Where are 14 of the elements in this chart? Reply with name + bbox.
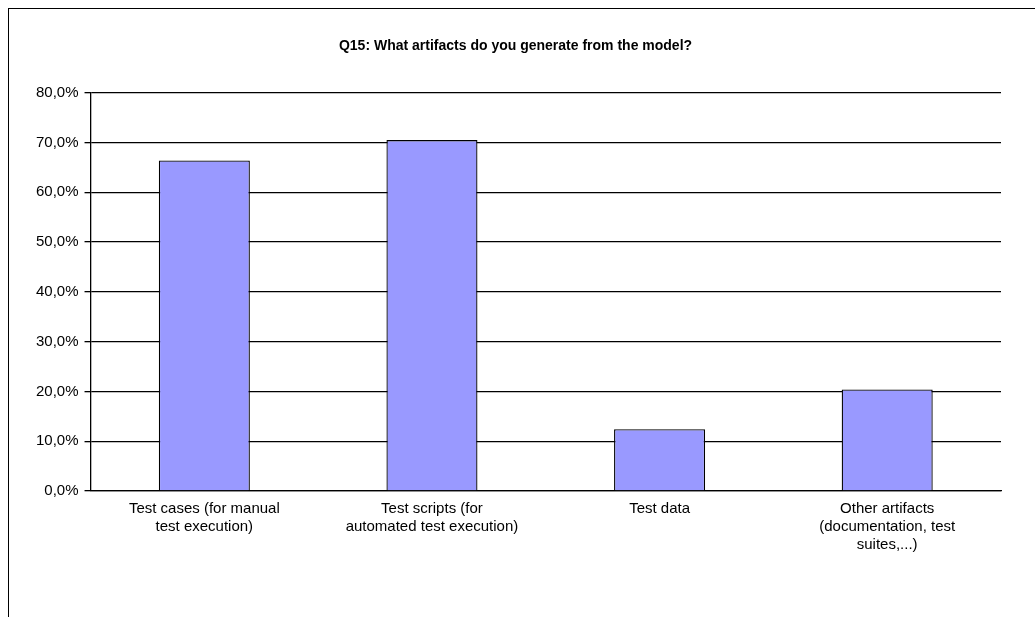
y-tick-label: 60,0% [35, 182, 79, 200]
y-tick-label: 0,0% [44, 481, 79, 499]
y-tick-label: 30,0% [35, 331, 79, 349]
y-tick-label: 10,0% [35, 431, 79, 449]
y-tick-label: 80,0% [35, 82, 79, 100]
y-tick-label: 50,0% [35, 232, 79, 250]
y-tick-label: 40,0% [35, 282, 79, 300]
x-tick-label: Other artifacts (documentation, test suites,...) [819, 499, 956, 553]
chart-title: Q15: What artifacts do you generate from the model? [338, 37, 693, 54]
y-tick-label: 20,0% [35, 381, 79, 399]
x-tick-label: Test scripts (for automated test execution) [345, 499, 519, 535]
x-tick-label: Test data [629, 499, 691, 517]
y-tick-label: 70,0% [35, 132, 79, 150]
x-tick-label: Test cases (for manual test execution) [128, 499, 280, 535]
